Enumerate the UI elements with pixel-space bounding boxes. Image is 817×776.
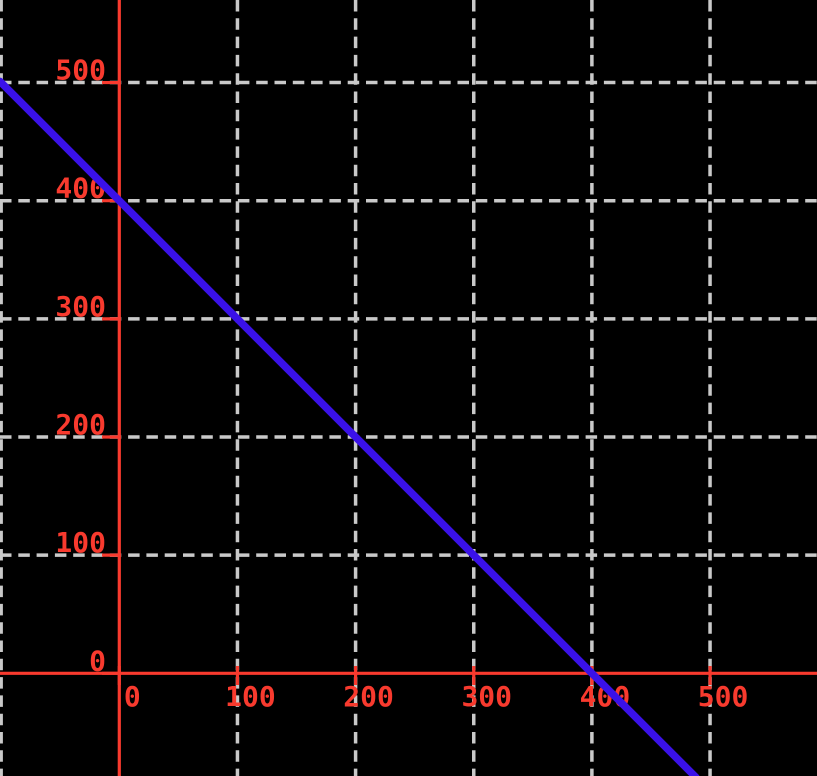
y-axis-tick-label: 200 xyxy=(55,408,106,441)
x-axis-tick-label: 300 xyxy=(461,680,512,713)
y-axis-tick-label: 300 xyxy=(55,290,106,323)
y-axis-tick-label: 100 xyxy=(55,526,106,559)
y-axis-tick-label: 500 xyxy=(55,54,106,87)
y-axis-tick-label: 0 xyxy=(89,644,106,677)
x-axis-tick-label: 200 xyxy=(343,680,394,713)
x-axis-tick-label: 0 xyxy=(124,680,141,713)
function-line xyxy=(0,77,700,776)
x-axis-tick-label: 100 xyxy=(225,680,276,713)
x-axis-tick-label: 500 xyxy=(698,680,749,713)
